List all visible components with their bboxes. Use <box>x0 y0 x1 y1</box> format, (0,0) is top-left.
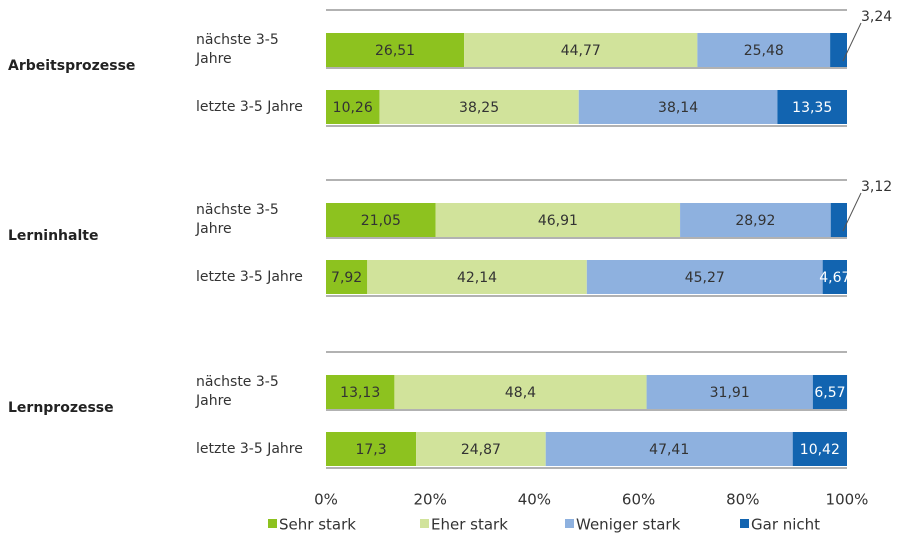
bar-segment <box>379 90 579 124</box>
data-label: 10,42 <box>800 442 840 458</box>
category-label: nächste 3-5 Jahre <box>196 32 279 67</box>
bar-segment <box>812 375 848 409</box>
data-label: 13,35 <box>792 100 832 116</box>
data-label: 45,27 <box>685 270 725 286</box>
category-label: nächste 3-5 Jahre <box>196 202 279 237</box>
bar-segment <box>326 203 436 237</box>
leader-line <box>842 192 862 232</box>
category-label: nächste 3-5 Jahre <box>196 374 279 409</box>
group-label: Lerninhalte <box>8 228 99 244</box>
bar-segment <box>394 375 647 409</box>
data-label: 10,26 <box>333 100 373 116</box>
bar-segment <box>545 432 793 466</box>
legend-label: Sehr stark <box>279 516 356 534</box>
bar-segment <box>326 260 368 294</box>
bar-segment <box>435 203 681 237</box>
data-label: 42,14 <box>457 270 497 286</box>
x-tick-label: 20% <box>414 491 447 509</box>
data-label: 24,87 <box>461 442 501 458</box>
data-label: 38,25 <box>459 100 499 116</box>
data-label: 3,12 <box>861 179 892 195</box>
data-label: 31,91 <box>710 385 750 401</box>
data-label: 3,24 <box>861 9 892 25</box>
bar-segment <box>578 90 778 124</box>
bar-segment <box>326 375 395 409</box>
x-tick-label: 100% <box>826 491 869 509</box>
legend-swatch <box>565 519 574 528</box>
group-label: Lernprozesse <box>8 400 114 416</box>
data-label: 6,57 <box>814 385 845 401</box>
bar-segment <box>680 203 831 237</box>
category-label: letzte 3-5 Jahre <box>196 99 303 115</box>
category-label: letzte 3-5 Jahre <box>196 269 303 285</box>
bar-segment <box>646 375 813 409</box>
bar-segment <box>697 33 831 67</box>
category-label: letzte 3-5 Jahre <box>196 441 303 457</box>
bar-segment <box>326 33 465 67</box>
legend-label: Gar nicht <box>751 516 820 534</box>
data-label: 38,14 <box>658 100 698 116</box>
legend-label: Weniger stark <box>576 516 681 534</box>
bar-segment <box>830 33 847 67</box>
legend-swatch <box>268 519 277 528</box>
bar-segment <box>792 432 847 466</box>
legend-label: Eher stark <box>431 516 508 534</box>
x-tick-label: 40% <box>518 491 551 509</box>
data-label: 28,92 <box>735 213 775 229</box>
data-label: 4,67 <box>819 270 850 286</box>
data-label: 25,48 <box>744 43 784 59</box>
bar-segment <box>830 203 847 237</box>
group-label: Arbeitsprozesse <box>8 58 136 74</box>
bar-segment <box>416 432 546 466</box>
data-label: 46,91 <box>538 213 578 229</box>
bar-segment <box>586 260 823 294</box>
data-label: 17,3 <box>355 442 386 458</box>
legend-swatch <box>420 519 429 528</box>
bar-segment <box>326 90 380 124</box>
data-label: 47,41 <box>649 442 689 458</box>
bar-segment <box>822 260 847 294</box>
data-label: 26,51 <box>375 43 415 59</box>
bar-segment <box>777 90 847 124</box>
data-label: 13,13 <box>340 385 380 401</box>
data-label: 44,77 <box>561 43 601 59</box>
data-label: 21,05 <box>361 213 401 229</box>
x-tick-label: 60% <box>622 491 655 509</box>
bar-segment <box>367 260 587 294</box>
data-label: 48,4 <box>505 385 536 401</box>
data-label: 7,92 <box>331 270 362 286</box>
leader-line <box>842 22 862 62</box>
bar-segment <box>464 33 698 67</box>
x-tick-label: 0% <box>314 491 338 509</box>
bar-segment <box>326 432 417 466</box>
x-tick-label: 80% <box>726 491 759 509</box>
legend-swatch <box>740 519 749 528</box>
